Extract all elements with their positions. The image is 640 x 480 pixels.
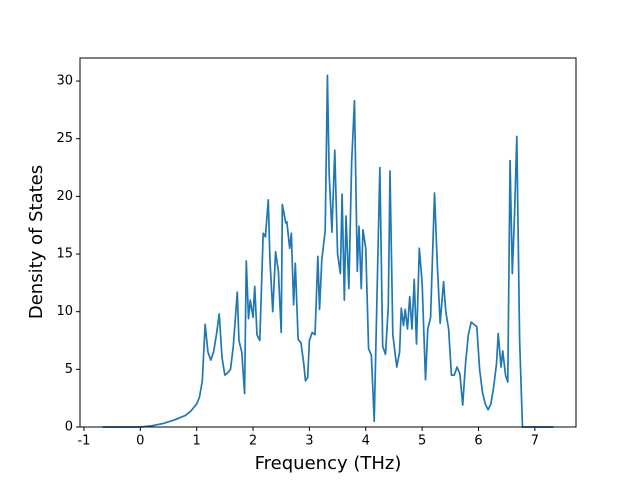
y-tick-label: 20 [56, 189, 73, 204]
x-tick-label: 7 [531, 434, 539, 449]
x-tick-label: 3 [305, 434, 313, 449]
x-tick-label: 0 [136, 434, 144, 449]
x-tick-label: 2 [249, 434, 257, 449]
x-tick-label: 4 [362, 434, 370, 449]
line-series [102, 74, 554, 428]
y-tick-label: 10 [56, 304, 73, 319]
plot-frame [79, 57, 577, 428]
y-axis-label: Density of States [26, 165, 47, 319]
x-tick-label: -1 [77, 434, 90, 449]
y-tick-label: 25 [56, 131, 73, 146]
y-tick-label: 0 [65, 420, 73, 435]
y-tick-label: 5 [65, 362, 73, 377]
y-tick-label: 30 [56, 74, 73, 89]
x-tick-label: 6 [474, 434, 482, 449]
x-tick-label: 5 [418, 434, 426, 449]
y-tick-label: 15 [56, 247, 73, 262]
x-axis-label: Frequency (THz) [255, 453, 402, 474]
x-tick-label: 1 [193, 434, 201, 449]
